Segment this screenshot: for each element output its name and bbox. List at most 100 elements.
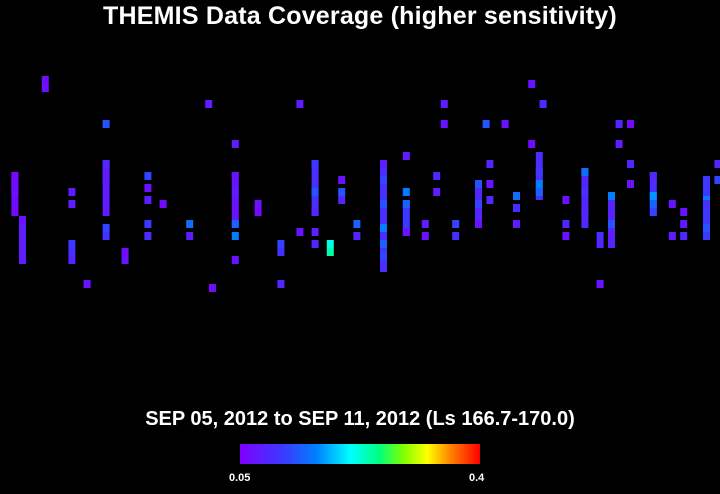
coverage-cell	[68, 240, 76, 248]
colorbar-max-label: 0.4	[469, 472, 485, 484]
coverage-cell	[581, 168, 589, 176]
coverage-cell	[421, 220, 429, 228]
coverage-cell	[353, 220, 361, 228]
coverage-cell	[380, 160, 387, 168]
coverage-cell	[254, 208, 262, 216]
coverage-cell	[41, 84, 49, 92]
coverage-cell	[102, 224, 110, 232]
coverage-cell	[186, 220, 194, 228]
coverage-cell	[581, 208, 589, 216]
coverage-cell	[102, 120, 110, 128]
coverage-cell	[186, 232, 194, 240]
coverage-cell	[209, 284, 216, 292]
coverage-cell	[440, 120, 448, 128]
coverage-cell	[83, 280, 91, 288]
coverage-swath	[231, 172, 239, 228]
coverage-cell	[402, 188, 410, 196]
coverage-cell	[296, 228, 304, 236]
coverage-cell	[402, 152, 410, 160]
coverage-cell	[649, 200, 657, 208]
coverage-cell	[680, 232, 688, 240]
coverage-cell	[501, 120, 509, 128]
coverage-cell	[421, 232, 429, 240]
coverage-cell	[513, 204, 520, 212]
coverage-cell	[68, 256, 76, 264]
coverage-cell	[596, 280, 604, 288]
coverage-cell	[338, 176, 346, 184]
coverage-cell	[311, 208, 319, 216]
coverage-cell	[627, 180, 634, 188]
coverage-cell	[380, 176, 387, 184]
coverage-swath	[581, 168, 589, 228]
coverage-cell	[380, 200, 387, 208]
coverage-cell	[486, 160, 494, 168]
coverage-cell	[231, 172, 239, 180]
coverage-cell	[11, 172, 19, 180]
coverage-cell	[608, 232, 615, 240]
coverage-cell	[311, 160, 319, 168]
coverage-cell	[627, 120, 634, 128]
colorbar	[240, 444, 480, 464]
coverage-cell	[535, 188, 543, 196]
coverage-cell	[627, 160, 634, 168]
coverage-swath	[402, 200, 410, 236]
coverage-cell	[615, 140, 623, 148]
coverage-cell	[254, 200, 262, 208]
coverage-cell	[562, 220, 570, 228]
coverage-cell	[121, 256, 129, 264]
coverage-cell	[353, 232, 361, 240]
coverage-cell	[608, 220, 615, 228]
coverage-cell	[380, 224, 387, 232]
coverage-cell	[475, 180, 482, 188]
coverage-cell	[615, 120, 623, 128]
coverage-cell	[231, 220, 239, 228]
coverage-cell	[11, 188, 19, 196]
coverage-cell	[475, 200, 482, 208]
coverage-cell	[102, 160, 110, 168]
coverage-cell	[581, 188, 589, 196]
coverage-cell	[68, 188, 76, 196]
coverage-cell	[475, 220, 482, 228]
date-range-subtitle: SEP 05, 2012 to SEP 11, 2012 (Ls 166.7-1…	[145, 408, 575, 430]
coverage-cell	[68, 200, 76, 208]
coverage-cell	[231, 140, 239, 148]
coverage-cell	[596, 240, 604, 248]
coverage-cell	[608, 192, 615, 200]
colorbar-min-label: 0.05	[229, 472, 251, 484]
coverage-cell	[144, 184, 152, 192]
coverage-swath	[380, 160, 387, 272]
coverage-cell	[486, 196, 494, 204]
chart-title: THEMIS Data Coverage (higher sensitivity…	[103, 2, 617, 30]
coverage-cell	[482, 120, 490, 128]
coverage-cell	[121, 248, 129, 256]
coverage-cell	[452, 220, 460, 228]
coverage-swath	[102, 160, 110, 216]
coverage-cell	[380, 252, 387, 260]
coverage-cell	[144, 172, 152, 180]
coverage-cell	[703, 176, 710, 184]
coverage-cell	[596, 232, 604, 240]
coverage-cell	[231, 188, 239, 196]
coverage-cell	[433, 188, 441, 196]
coverage-cell	[277, 240, 285, 248]
coverage-cell	[338, 188, 346, 196]
coverage-cell	[144, 232, 152, 240]
coverage-cell	[539, 100, 547, 108]
coverage-cell	[11, 180, 19, 188]
coverage-cell	[649, 208, 657, 216]
coverage-cell	[513, 220, 520, 228]
coverage-cell	[513, 192, 520, 200]
coverage-cell	[402, 228, 410, 236]
coverage-cell	[433, 172, 441, 180]
coverage-cell	[714, 176, 720, 184]
coverage-cell	[486, 180, 494, 188]
coverage-cell	[205, 100, 213, 108]
coverage-cell	[144, 220, 152, 228]
coverage-cell	[311, 240, 319, 248]
coverage-cell	[311, 188, 319, 196]
coverage-cell	[649, 192, 657, 200]
coverage-cell	[380, 240, 387, 248]
coverage-cell	[311, 228, 319, 236]
coverage-cell	[68, 248, 76, 256]
